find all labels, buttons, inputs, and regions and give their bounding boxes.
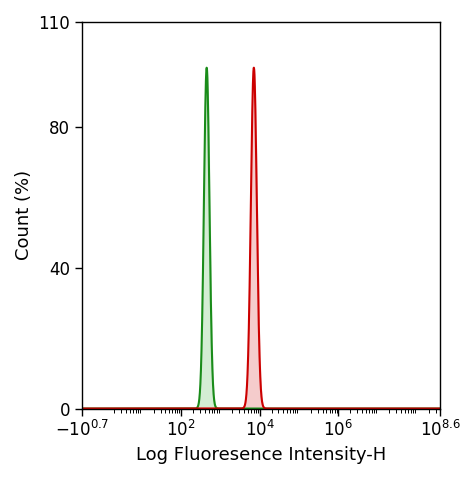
Y-axis label: Count (%): Count (%) <box>15 170 33 260</box>
X-axis label: Log Fluoresence Intensity-H: Log Fluoresence Intensity-H <box>136 446 387 464</box>
